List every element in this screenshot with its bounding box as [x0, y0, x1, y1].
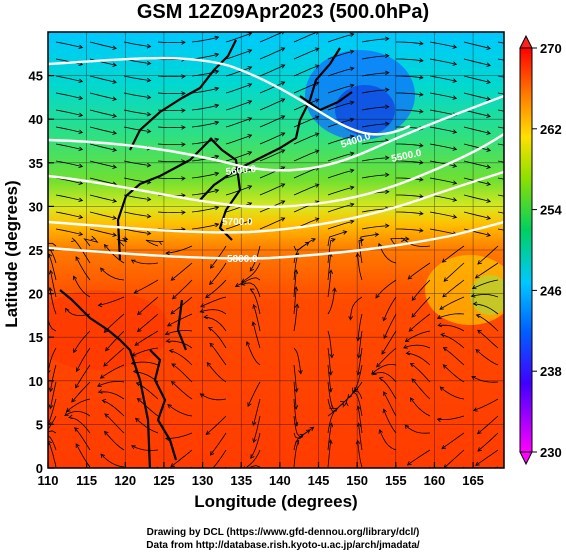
contour-label: 5800.0: [227, 254, 258, 265]
y-tick-label: 45: [29, 69, 43, 84]
y-tick-label: 30: [29, 199, 43, 214]
x-tick-label: 150: [346, 473, 368, 488]
colorbar-tick-label: 262: [540, 122, 562, 137]
map-title: GSM 12Z09Apr2023 (500.0hPa): [136, 1, 430, 23]
y-tick-label: 25: [29, 243, 43, 258]
x-tick-label: 155: [385, 473, 407, 488]
colorbar-ticks: 230 238 246 254 262 270: [532, 41, 562, 460]
x-tick-label: 130: [192, 473, 214, 488]
height-contours: [48, 56, 504, 260]
wind-streamlines: [48, 32, 504, 468]
colorbar-tick-label: 254: [540, 203, 562, 218]
colorbar-min-arrow: [519, 451, 533, 466]
x-tick-label: 115: [76, 473, 97, 488]
colorbar-tick-label: 230: [540, 445, 562, 460]
y-axis-ticks: 0 5 10 15 20 25 30 35 40 45: [29, 69, 54, 476]
y-tick-label: 20: [29, 287, 43, 302]
y-tick-label: 0: [36, 461, 43, 476]
colorbar-tick-label: 270: [540, 41, 562, 56]
colorbar-max-arrow: [519, 34, 533, 49]
y-tick-label: 15: [29, 330, 43, 345]
x-tick-label: 110: [38, 473, 59, 488]
coastlines: [59, 39, 353, 468]
y-tick-label: 40: [29, 112, 43, 127]
colorbar-tick-label: 238: [540, 364, 562, 379]
x-tick-label: 135: [230, 473, 252, 488]
y-tick-label: 5: [36, 417, 43, 432]
x-tick-label: 140: [269, 473, 291, 488]
colorbar-tick-label: 246: [540, 283, 562, 298]
credit-drawing: Drawing by DCL (https://www.gfd-dennou.o…: [146, 527, 420, 538]
x-tick-label: 145: [308, 473, 330, 488]
x-tick-label: 120: [114, 473, 136, 488]
y-axis-label: Latitude (degrees): [2, 180, 21, 328]
colorbar: 230 238 246 254 262 270: [519, 34, 562, 466]
x-axis-ticks: 110 115 120 125 130 135 140 145 150 155 160 165: [38, 462, 484, 488]
x-tick-label: 165: [462, 473, 484, 488]
contour-label: 5700.0: [222, 217, 253, 228]
x-tick-label: 125: [153, 473, 175, 488]
y-tick-label: 10: [29, 374, 43, 389]
y-tick-label: 35: [29, 156, 43, 171]
credit-data: Data from http://database.rish.kyoto-u.a…: [146, 540, 420, 551]
x-axis-label: Longitude (degrees): [194, 492, 358, 511]
contour-label: 5600.0: [225, 164, 257, 178]
credits: Drawing by DCL (https://www.gfd-dennou.o…: [0, 526, 566, 552]
x-tick-label: 160: [424, 473, 446, 488]
